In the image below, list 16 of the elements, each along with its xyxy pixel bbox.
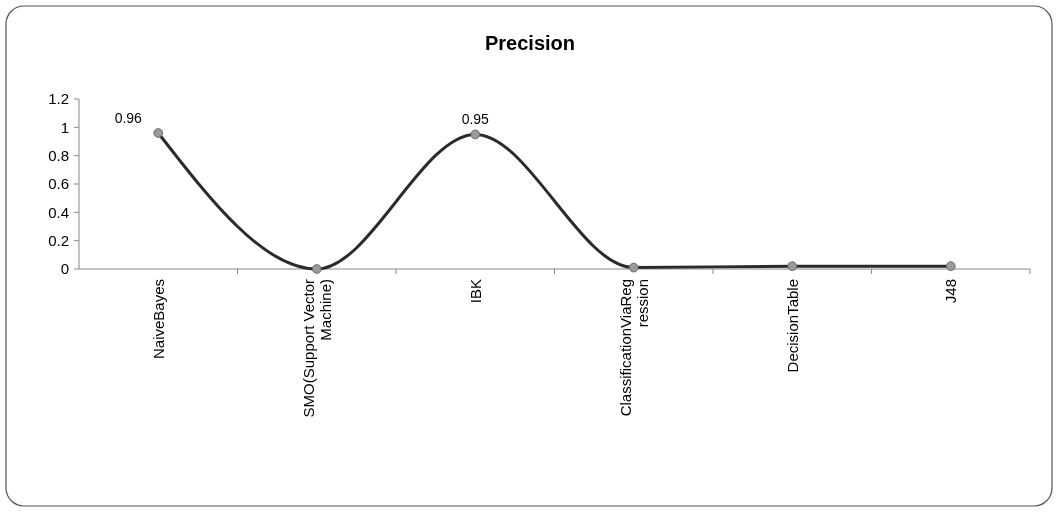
x-tick-label: NaiveBayes	[149, 279, 167, 360]
y-tick-label: 0.8	[48, 146, 69, 164]
y-tick-label: 1.2	[48, 90, 69, 108]
x-tick-label: ClassificationViaRegression	[616, 279, 651, 417]
y-tick-label: 0.6	[48, 175, 69, 193]
y-tick-label: 1	[60, 118, 69, 136]
chart-title: Precision	[484, 32, 576, 54]
y-tick-label: 0.2	[48, 231, 69, 249]
x-tick-label: IBK	[466, 279, 484, 304]
data-label: 0.95	[461, 111, 490, 128]
data-label: 0.96	[114, 110, 143, 126]
x-tick-label: J48	[942, 279, 959, 304]
y-tick-label: 0.4	[48, 203, 69, 221]
x-tick-label: DecisionTable	[783, 279, 801, 373]
x-tick-label: SMO(Support Vector Machine)	[299, 279, 334, 418]
y-tick-label: 0	[60, 260, 69, 278]
